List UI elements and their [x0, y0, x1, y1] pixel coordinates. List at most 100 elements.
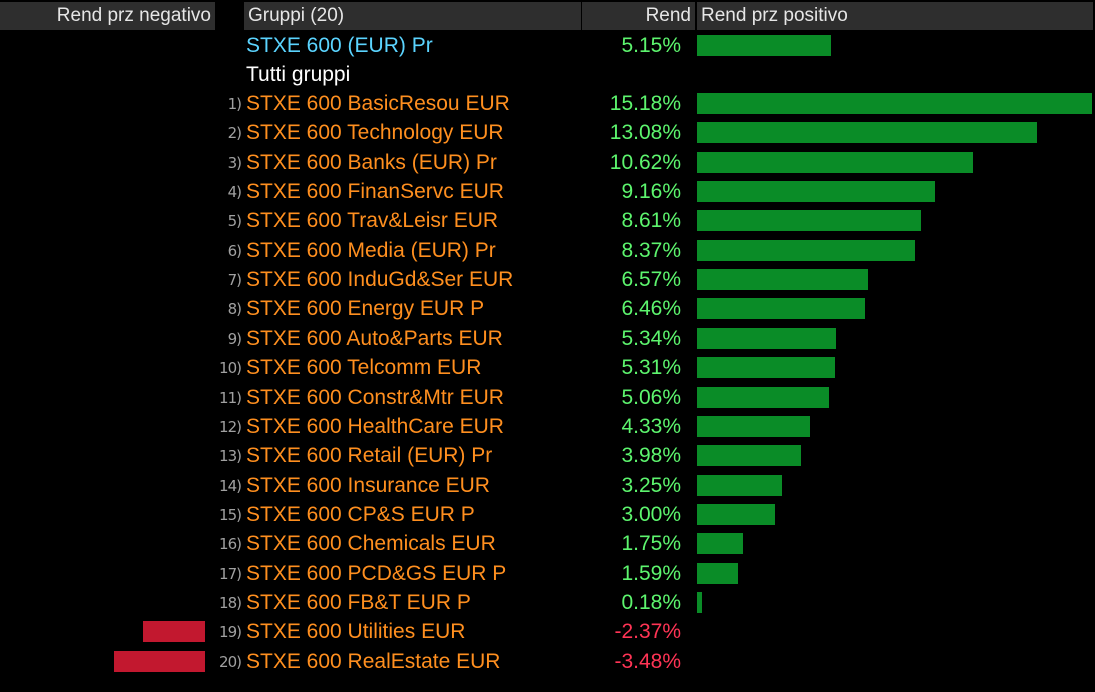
sector-name[interactable]: STXE 600 Auto&Parts EUR	[246, 327, 503, 350]
positive-return-bar	[697, 298, 866, 319]
rank-label: 14)	[219, 477, 242, 495]
sector-row[interactable]: 6) STXE 600 Media (EUR) Pr 8.37%	[0, 236, 1095, 265]
rank-label: 15)	[219, 506, 242, 524]
return-value: 5.34%	[621, 327, 681, 350]
sector-name[interactable]: STXE 600 Retail (EUR) Pr	[246, 444, 493, 467]
rank-label: 18)	[219, 594, 242, 612]
return-value: 0.18%	[621, 591, 681, 614]
rank-label: 11)	[219, 389, 242, 407]
sector-name[interactable]: STXE 600 FinanServc EUR	[246, 180, 504, 203]
sector-row[interactable]: 16) STXE 600 Chemicals EUR 1.75%	[0, 529, 1095, 558]
rank-label: 6)	[227, 242, 242, 260]
positive-return-bar	[697, 93, 1092, 114]
sector-name[interactable]: STXE 600 Constr&Mtr EUR	[246, 386, 504, 409]
sector-name[interactable]: STXE 600 BasicResou EUR	[246, 92, 510, 115]
sector-row[interactable]: 20) STXE 600 RealEstate EUR -3.48%	[0, 647, 1095, 676]
return-value: 8.61%	[621, 209, 681, 232]
sector-name[interactable]: STXE 600 Insurance EUR	[246, 474, 490, 497]
sector-name[interactable]: STXE 600 InduGd&Ser EUR	[246, 268, 514, 291]
positive-return-bar	[697, 475, 782, 496]
rank-label: 7)	[227, 271, 242, 289]
negative-return-bar	[143, 621, 205, 642]
sector-row[interactable]: 4) STXE 600 FinanServc EUR 9.16%	[0, 177, 1095, 206]
return-value: 3.98%	[621, 444, 681, 467]
rank-label: 10)	[219, 359, 242, 377]
negative-return-bar	[114, 651, 205, 672]
rank-label: 13)	[219, 447, 242, 465]
sector-row[interactable]: 2) STXE 600 Technology EUR 13.08%	[0, 118, 1095, 147]
return-value: 6.46%	[621, 297, 681, 320]
sector-name[interactable]: STXE 600 Energy EUR P	[246, 297, 485, 320]
positive-return-bar	[697, 122, 1038, 143]
sector-name[interactable]: STXE 600 FB&T EUR P	[246, 591, 471, 614]
rank-label: 20)	[219, 653, 242, 671]
return-value: 8.37%	[621, 239, 681, 262]
return-value: 6.57%	[621, 268, 681, 291]
sector-name[interactable]: STXE 600 Telcomm EUR	[246, 356, 482, 379]
return-value: 15.18%	[609, 92, 681, 115]
sector-name[interactable]: STXE 600 RealEstate EUR	[246, 650, 501, 673]
sector-row[interactable]: 11) STXE 600 Constr&Mtr EUR 5.06%	[0, 383, 1095, 412]
sector-row[interactable]: 14) STXE 600 Insurance EUR 3.25%	[0, 471, 1095, 500]
header-groups[interactable]: Gruppi (20)	[244, 2, 581, 30]
sector-row[interactable]: 5) STXE 600 Trav&Leisr EUR 8.61%	[0, 206, 1095, 235]
positive-return-bar	[697, 416, 810, 437]
positive-return-bar	[697, 592, 702, 613]
benchmark-row[interactable]: STXE 600 (EUR) Pr 5.15%	[0, 31, 1095, 60]
sector-row[interactable]: 17) STXE 600 PCD&GS EUR P 1.59%	[0, 559, 1095, 588]
positive-return-bar	[697, 387, 829, 408]
sector-row[interactable]: 12) STXE 600 HealthCare EUR 4.33%	[0, 412, 1095, 441]
return-value: 4.33%	[621, 415, 681, 438]
return-value: 5.06%	[621, 386, 681, 409]
sector-row[interactable]: 9) STXE 600 Auto&Parts EUR 5.34%	[0, 324, 1095, 353]
sector-name[interactable]: STXE 600 Chemicals EUR	[246, 532, 496, 555]
sector-name[interactable]: STXE 600 CP&S EUR P	[246, 503, 475, 526]
positive-return-bar	[697, 152, 974, 173]
group-heading: Tutti gruppi	[246, 63, 351, 86]
rank-label: 3)	[227, 154, 242, 172]
rank-label: 17)	[219, 565, 242, 583]
benchmark-name[interactable]: STXE 600 (EUR) Pr	[246, 34, 433, 57]
rank-label: 8)	[227, 300, 242, 318]
header-return[interactable]: Rend	[582, 2, 695, 30]
rank-label: 19)	[219, 623, 242, 641]
return-value: 10.62%	[609, 151, 681, 174]
positive-return-bar	[697, 357, 836, 378]
return-value: 1.75%	[621, 532, 681, 555]
sector-row[interactable]: 19) STXE 600 Utilities EUR -2.37%	[0, 617, 1095, 646]
sector-name[interactable]: STXE 600 Trav&Leisr EUR	[246, 209, 499, 232]
positive-return-bar	[697, 269, 868, 290]
sector-row[interactable]: 7) STXE 600 InduGd&Ser EUR 6.57%	[0, 265, 1095, 294]
header-positive-return: Rend prz positivo	[697, 2, 1093, 30]
sector-name[interactable]: STXE 600 PCD&GS EUR P	[246, 562, 507, 585]
rank-label: 1)	[227, 95, 242, 113]
sector-name[interactable]: STXE 600 HealthCare EUR	[246, 415, 504, 438]
return-value: 9.16%	[621, 180, 681, 203]
sector-row[interactable]: 1) STXE 600 BasicResou EUR 15.18%	[0, 89, 1095, 118]
sector-name[interactable]: STXE 600 Media (EUR) Pr	[246, 239, 496, 262]
sector-row[interactable]: 15) STXE 600 CP&S EUR P 3.00%	[0, 500, 1095, 529]
positive-return-bar	[697, 328, 836, 349]
positive-return-bar	[697, 181, 936, 202]
sector-row[interactable]: 13) STXE 600 Retail (EUR) Pr 3.98%	[0, 441, 1095, 470]
return-value: 13.08%	[609, 121, 681, 144]
positive-return-bar	[697, 504, 776, 525]
sector-row[interactable]: 8) STXE 600 Energy EUR P 6.46%	[0, 294, 1095, 323]
return-value: -3.48%	[614, 650, 681, 673]
group-heading-row: Tutti gruppi	[0, 60, 1095, 89]
positive-return-bar	[697, 240, 915, 261]
return-value: 1.59%	[621, 562, 681, 585]
positive-return-bar	[697, 533, 743, 554]
rank-label: 4)	[227, 183, 242, 201]
sector-name[interactable]: STXE 600 Banks (EUR) Pr	[246, 151, 497, 174]
sector-row[interactable]: 10) STXE 600 Telcomm EUR 5.31%	[0, 353, 1095, 382]
positive-return-bar	[697, 445, 801, 466]
sector-name[interactable]: STXE 600 Technology EUR	[246, 121, 504, 144]
sector-row[interactable]: 3) STXE 600 Banks (EUR) Pr 10.62%	[0, 148, 1095, 177]
sector-row[interactable]: 18) STXE 600 FB&T EUR P 0.18%	[0, 588, 1095, 617]
positive-return-bar	[697, 210, 922, 231]
return-value: 3.00%	[621, 503, 681, 526]
sector-name[interactable]: STXE 600 Utilities EUR	[246, 620, 466, 643]
benchmark-value: 5.15%	[621, 34, 681, 57]
rank-label: 5)	[227, 212, 242, 230]
